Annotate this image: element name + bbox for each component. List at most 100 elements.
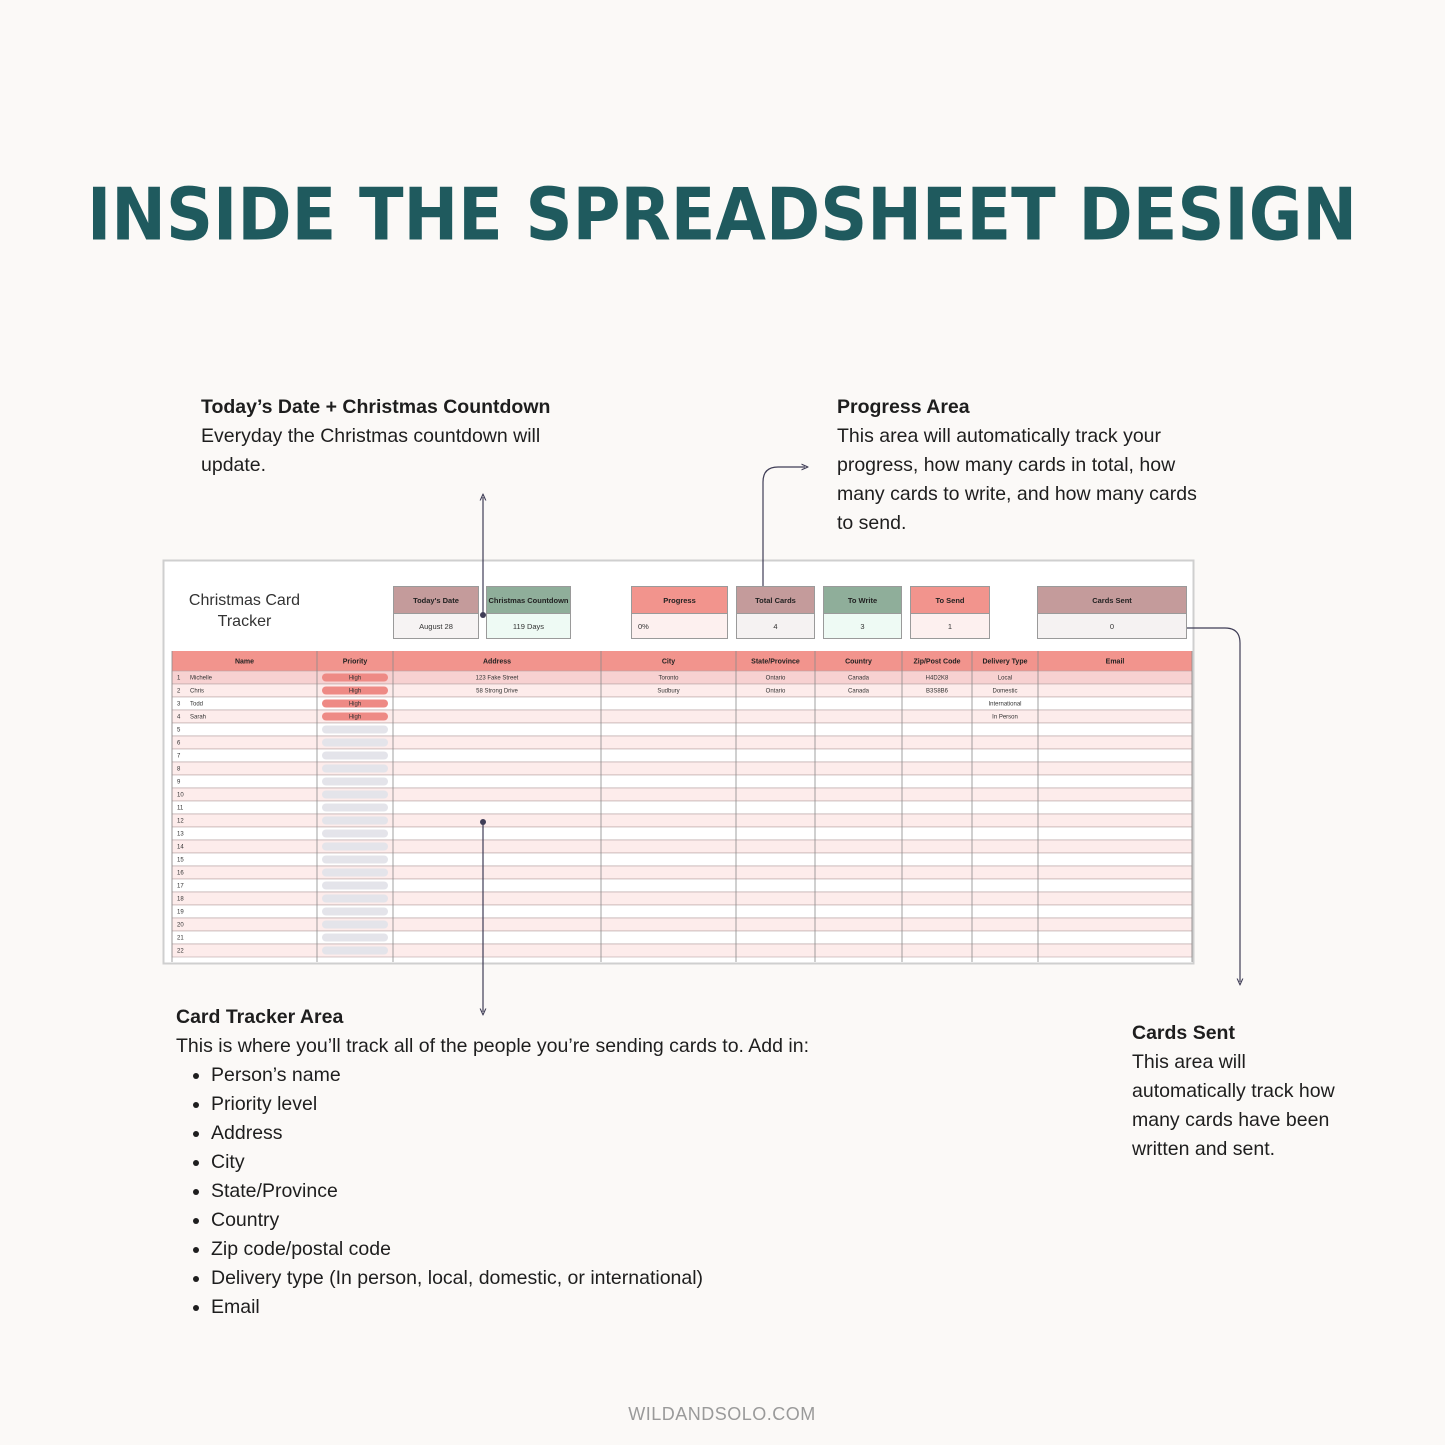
row-number: 10 [177,793,184,799]
cell: Toronto [658,676,679,682]
cell: Michelle [190,676,213,682]
callout-heading: Today’s Date + Christmas Countdown [201,396,551,418]
priority-pill [322,868,388,877]
priority-pill [322,855,388,864]
list-item: Delivery type (In person, local, domesti… [211,1264,876,1293]
priority-pill [322,946,388,955]
summary-label: Today's Date [394,587,478,614]
callout-heading: Cards Sent [1132,1022,1235,1044]
summary-box: To Write 3 [823,586,902,639]
callout: Card Tracker Area This is where you’ll tr… [176,1003,876,1322]
summary-value: 119 Days [512,622,545,631]
cell: 123 Fake Street [476,676,519,682]
list-item: Country [211,1206,876,1235]
cell: In Person [992,715,1018,721]
summary-label: Christmas Countdown [487,587,570,614]
column-header: Email [1106,658,1125,665]
cell: B3S8B6 [926,689,949,695]
row-number: 4 [177,715,181,721]
row-number: 15 [177,858,184,864]
callout-body: This area will automatically track your … [837,425,1197,534]
row-number: 16 [177,871,184,877]
row-number: 21 [177,936,184,942]
row-number: 13 [177,832,184,838]
list-item: Zip code/postal code [211,1235,876,1264]
tracker-table: Name Priority Address City State/Province Cou… [171,651,1193,962]
summary-value: 0 [1109,622,1115,631]
priority-pill [322,933,388,942]
row-number: 18 [177,897,184,903]
cell: Domestic [992,689,1017,695]
cell: Canada [848,676,870,682]
priority-pill [322,712,388,721]
callout-list: Person’s namePriority levelAddressCitySt… [176,1061,876,1322]
list-item: Priority level [211,1090,876,1119]
cell: High [349,715,361,721]
priority-pill [322,790,388,799]
row-number: 1 [177,676,181,682]
row-number: 14 [177,845,184,851]
sheet-title: Christmas Card Tracker [188,592,301,630]
footer: WILDANDSOLO.COM [628,1404,816,1424]
cell: H4D2K8 [926,676,949,682]
priority-pill [322,829,388,838]
row-number: 11 [177,806,184,812]
list-item: Email [211,1293,876,1322]
row-number: 9 [177,780,181,786]
priority-pill [322,764,388,773]
column-header: Priority [343,658,368,665]
summary-box: Today's Date August 28 [393,586,479,639]
callout: Progress Area This area will automaticall… [837,393,1212,538]
header-row [172,651,1192,671]
column-header: Address [483,658,511,665]
cell: Ontario [766,689,786,695]
summary-value: 3 [860,622,865,631]
summary-value: 0% [638,622,649,631]
summary-box: Christmas Countdown 119 Days [486,586,571,639]
priority-pill [322,725,388,734]
row-number: 2 [177,689,181,695]
row-number: 12 [177,819,184,825]
row-number: 20 [177,923,184,929]
summary-label: Cards Sent [1038,587,1186,614]
callout: Today’s Date + Christmas Countdown Everyd… [201,393,581,480]
cell: High [349,676,361,682]
cell: International [988,702,1021,708]
callout-heading: Card Tracker Area [176,1006,344,1028]
summary-box: Progress 0% [631,586,728,639]
row-number: 22 [177,949,184,955]
priority-pill [322,738,388,747]
cell: Canada [848,689,870,695]
row-number: 3 [177,702,181,708]
row-number: 7 [177,754,181,760]
list-item: State/Province [211,1177,876,1206]
priority-pill [322,842,388,851]
page-title: INSIDE THE SPREADSHEET DESIGN [87,173,1357,257]
column-header: State/Province [751,658,800,665]
summary-box: Total Cards 4 [736,586,815,639]
priority-pill [322,920,388,929]
list-item: City [211,1148,876,1177]
callout-body: Everyday the Christmas countdown will up… [201,425,541,476]
row-number: 19 [177,910,184,916]
column-header: Delivery Type [982,658,1027,665]
summary-box: Cards Sent 0 [1037,586,1187,639]
row-number: 6 [177,741,181,747]
row-number: 5 [177,728,181,734]
column-header: Name [235,658,254,665]
summary-value: 1 [947,622,953,631]
dot [480,819,486,825]
summary-label: To Send [911,587,989,614]
column-header: Country [845,658,872,665]
column-header: Zip/Post Code [913,658,960,665]
cell: High [349,689,361,695]
callout-heading: Progress Area [837,396,970,418]
cell: Sudbury [657,689,679,695]
priority-pill [322,686,388,695]
summary-box: To Send 1 [910,586,990,639]
priority-pill [322,673,388,682]
priority-pill [322,894,388,903]
summary-label: Progress [632,587,727,614]
